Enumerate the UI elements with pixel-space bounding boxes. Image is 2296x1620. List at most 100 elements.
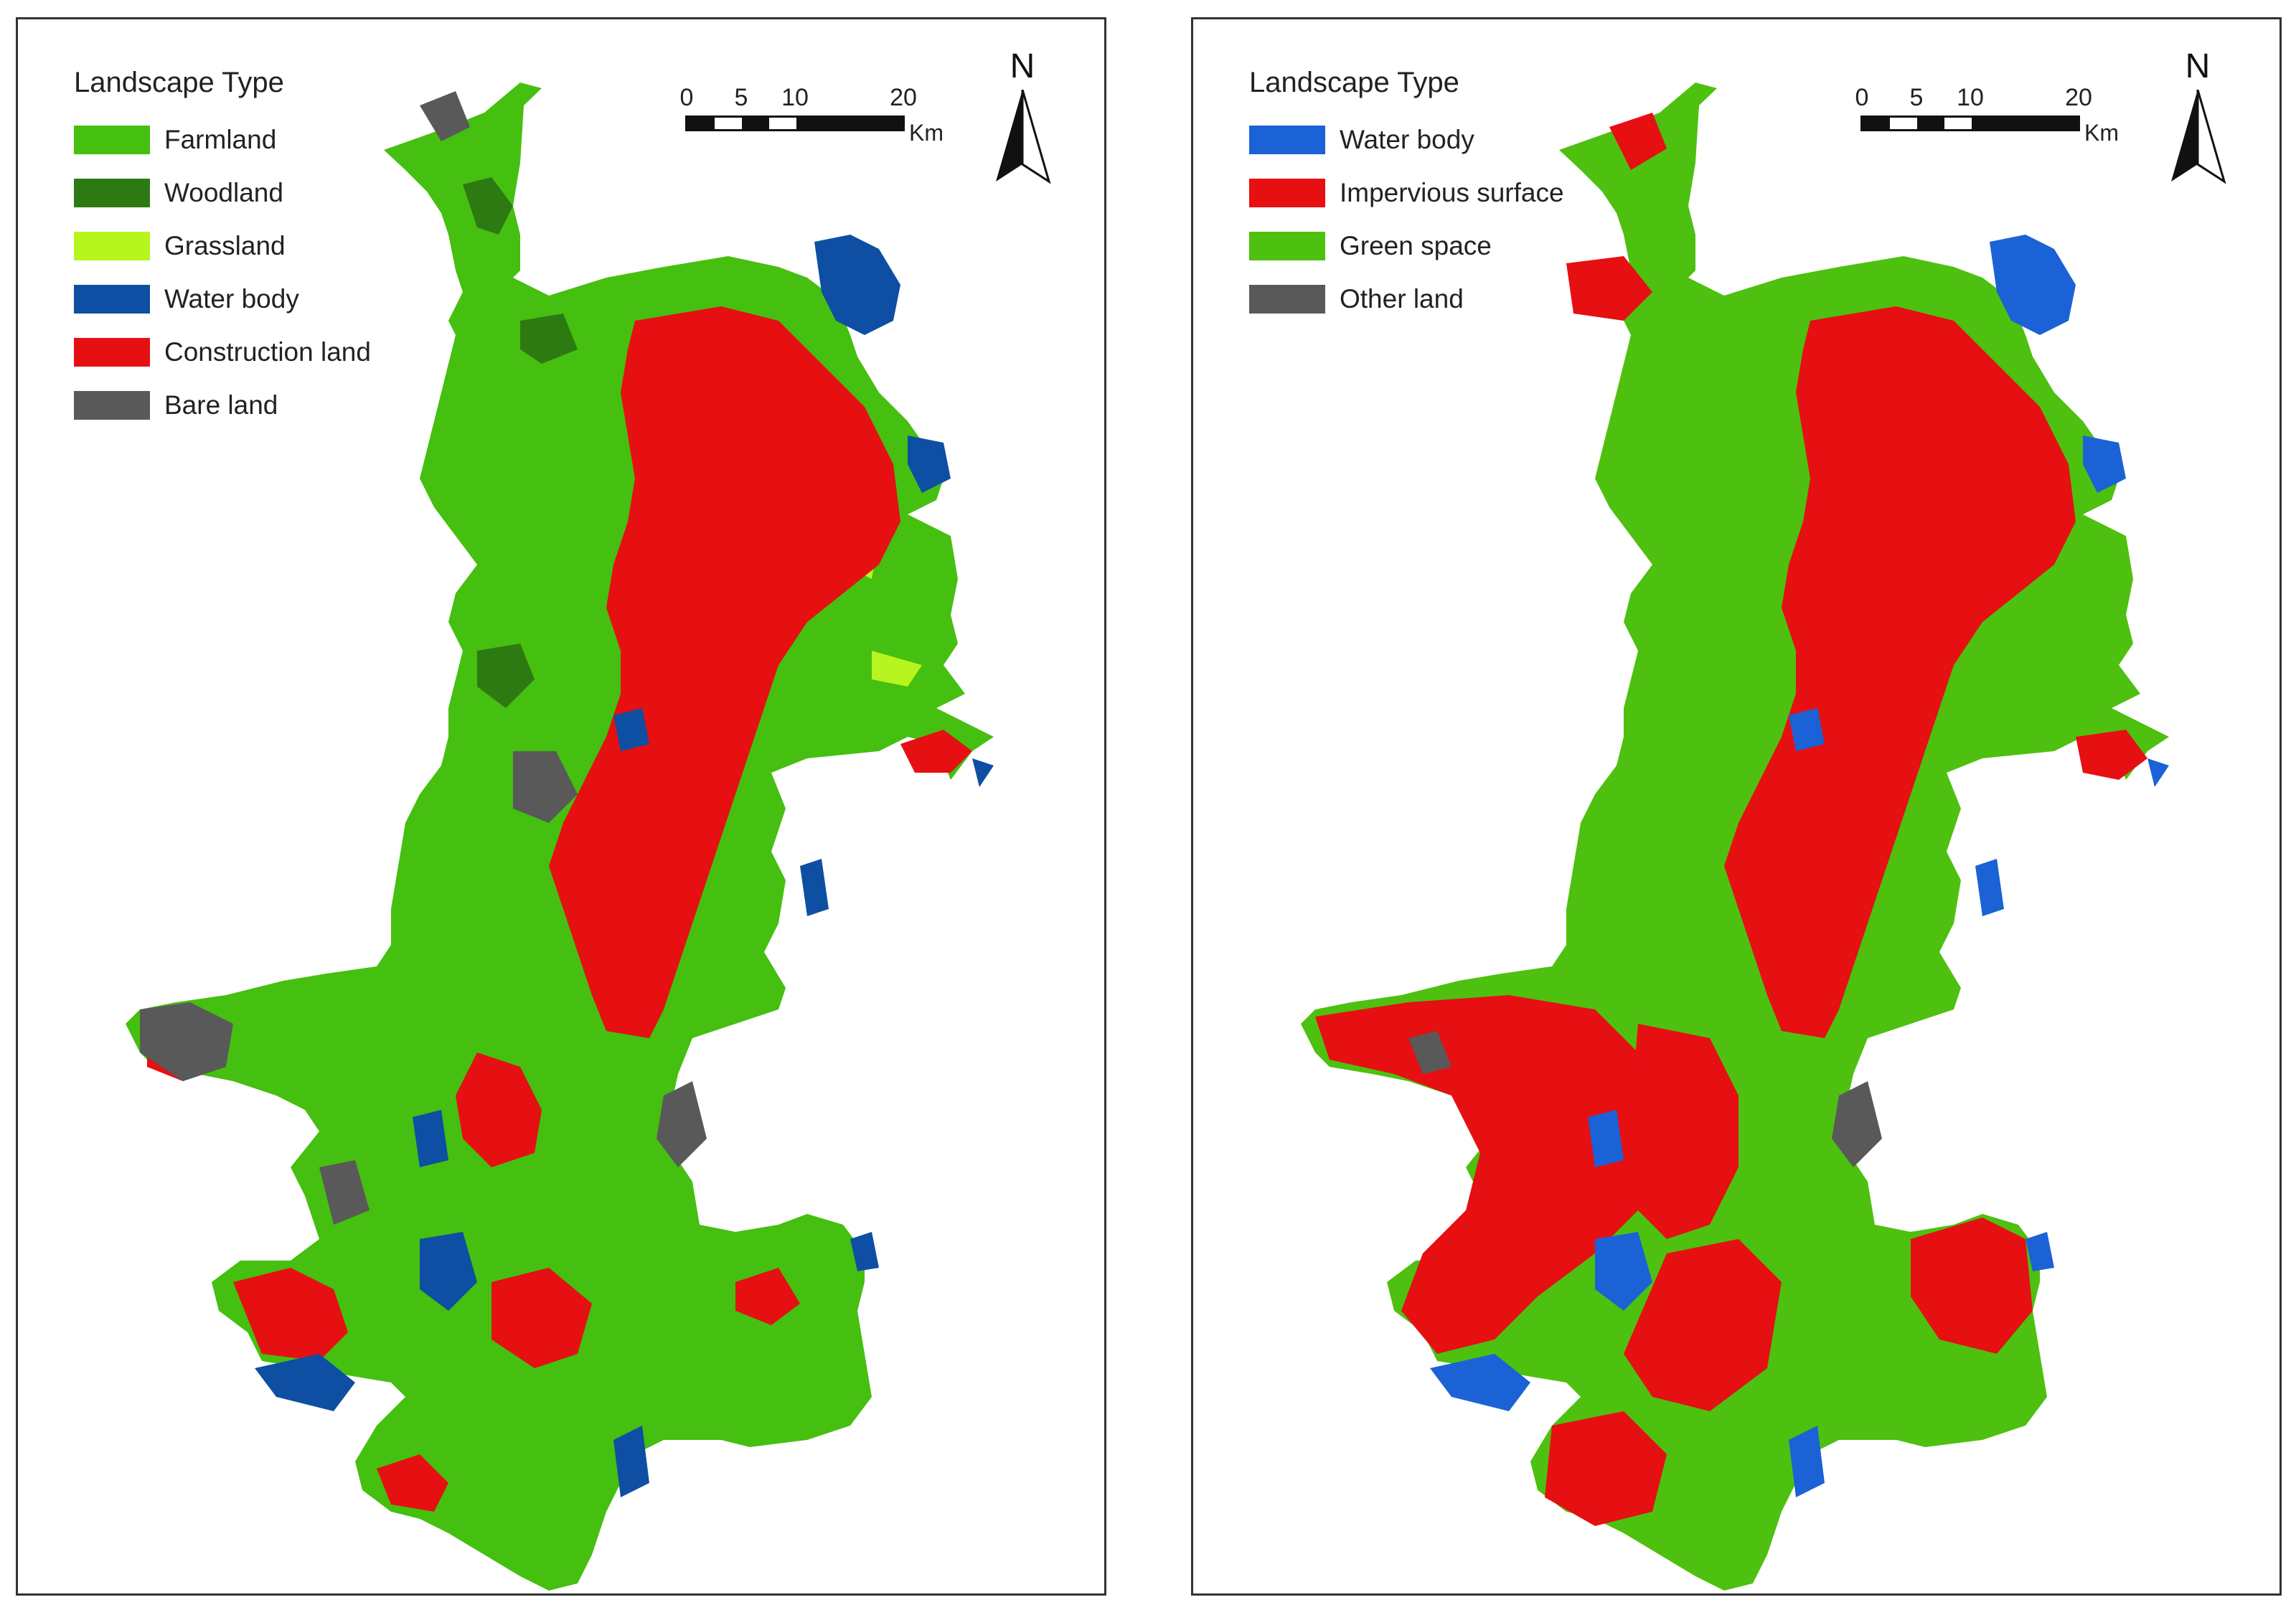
scale-bar: 0 5 10 20 Km <box>1855 84 2147 156</box>
region-patch <box>1990 235 2076 335</box>
legend-swatch <box>74 338 150 367</box>
region-patch <box>1789 708 1825 751</box>
land-use-map-right[interactable] <box>1193 19 2282 1596</box>
scale-tick: 10 <box>1957 84 1984 111</box>
north-arrow-icon <box>2171 90 2226 184</box>
legend-title: Landscape Type <box>1249 67 1459 98</box>
legend-swatch <box>1249 285 1325 314</box>
region-patch <box>850 1232 879 1271</box>
legend-label: Green space <box>1340 231 1492 260</box>
region-patch <box>872 651 922 687</box>
legend-label: Impervious surface <box>1340 178 1564 207</box>
region-patch <box>613 708 649 751</box>
legend-label: Other land <box>1340 284 1464 314</box>
legend-swatch <box>1249 232 1325 260</box>
scale-bar-segments <box>685 116 905 131</box>
region-patch <box>1724 306 2076 1038</box>
north-arrow: N <box>990 47 1055 197</box>
legend-swatch <box>1249 179 1325 207</box>
scale-tick: 20 <box>890 84 917 111</box>
legend-swatch <box>74 391 150 420</box>
region-patch <box>1595 1232 1652 1311</box>
legend: Landscape Type Farmland Woodland Grassla… <box>74 67 371 432</box>
region-patch <box>2026 1232 2054 1271</box>
legend-item-green-space: Green space <box>1249 220 1564 273</box>
scale-tick: 10 <box>781 84 809 111</box>
region-patch <box>972 758 994 787</box>
region-patch <box>1832 1081 1882 1167</box>
region-patch <box>1624 1024 1739 1239</box>
legend-item-bare-land: Bare land <box>74 379 371 432</box>
region-patch <box>2147 758 2169 787</box>
region-patch <box>613 1426 649 1497</box>
legend-label: Woodland <box>164 178 283 207</box>
legend-label: Water body <box>1340 125 1474 154</box>
region-patch <box>549 306 900 1038</box>
region-patch <box>513 751 578 823</box>
scale-tick: 5 <box>1909 84 1924 111</box>
region-patch <box>1609 113 1667 170</box>
region-patch <box>1408 1031 1452 1074</box>
scale-tick: 5 <box>734 84 748 111</box>
legend-label: Grassland <box>164 231 286 260</box>
scale-bar-segments <box>1860 116 2080 131</box>
legend-item-other-land: Other land <box>1249 273 1564 326</box>
region-patch <box>1430 1354 1530 1411</box>
region-patch <box>1588 1110 1624 1167</box>
legend-item-grassland: Grassland <box>74 220 371 273</box>
legend-label: Bare land <box>164 390 278 420</box>
region-patch <box>420 1232 477 1311</box>
region-patch <box>735 1268 800 1325</box>
region-patch <box>814 235 900 335</box>
region-patch <box>1624 1239 1782 1411</box>
legend-item-construction-land: Construction land <box>74 326 371 379</box>
legend-item-water-body: Water body <box>1249 113 1564 166</box>
region-patch <box>463 177 513 235</box>
region-patch <box>900 730 972 773</box>
region-patch <box>2076 730 2147 780</box>
legend-label: Water body <box>164 284 299 314</box>
region-patch <box>1911 1218 2033 1354</box>
region-patch <box>413 1110 448 1167</box>
region-patch <box>1545 1411 1667 1526</box>
legend-title: Landscape Type <box>74 67 284 98</box>
legend-label: Construction land <box>164 337 371 367</box>
legend-swatch <box>74 232 150 260</box>
legend-item-water-body: Water body <box>74 273 371 326</box>
region-patch <box>319 1160 370 1225</box>
legend-item-farmland: Farmland <box>74 113 371 166</box>
region-patch <box>1789 1426 1825 1497</box>
region-patch <box>420 91 470 141</box>
north-letter: N <box>2185 47 2211 85</box>
legend: Landscape Type Water body Impervious sur… <box>1249 67 1564 326</box>
region-patch <box>477 644 535 708</box>
legend-label: Farmland <box>164 125 277 154</box>
region-patch <box>456 1052 542 1167</box>
scale-unit: Km <box>909 120 944 146</box>
scale-tick: 0 <box>1855 84 1869 111</box>
region-patch <box>1315 995 1652 1354</box>
legend-swatch <box>74 179 150 207</box>
region-patch <box>491 1268 592 1368</box>
region-patch <box>1566 256 1652 321</box>
land-use-map-left[interactable] <box>18 19 1106 1596</box>
scale-tick: 0 <box>679 84 694 111</box>
region-patch <box>1975 859 2004 916</box>
north-letter: N <box>1010 47 1035 85</box>
legend-swatch <box>74 126 150 154</box>
legend-item-woodland: Woodland <box>74 166 371 220</box>
scale-bar: 0 5 10 20 Km <box>680 84 972 156</box>
region-patch <box>2083 435 2126 493</box>
region-patch <box>800 859 829 916</box>
legend-item-impervious-surface: Impervious surface <box>1249 166 1564 220</box>
legend-swatch <box>1249 126 1325 154</box>
region-patch <box>255 1354 355 1411</box>
region-patch <box>908 435 951 493</box>
north-arrow: N <box>2165 47 2230 197</box>
region-patch <box>140 1002 233 1081</box>
scale-tick: 20 <box>2065 84 2092 111</box>
map-panel-simplified-types: Landscape Type Water body Impervious sur… <box>1191 17 2282 1596</box>
map-panel-landscape-types: Landscape Type Farmland Woodland Grassla… <box>16 17 1106 1596</box>
scale-unit: Km <box>2084 120 2119 146</box>
region-patch <box>657 1081 707 1167</box>
